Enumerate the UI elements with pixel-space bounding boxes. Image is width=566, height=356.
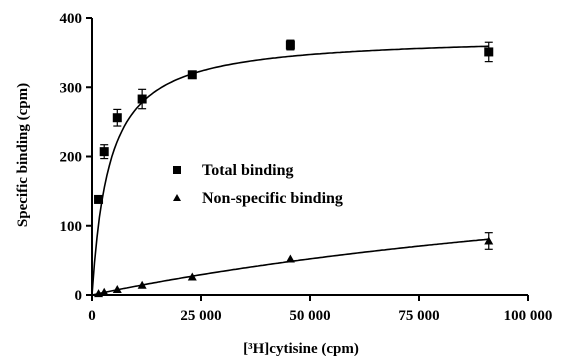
nonspecific-binding-point bbox=[187, 272, 197, 281]
nonspecific-binding-point bbox=[112, 284, 122, 293]
axes bbox=[91, 18, 528, 296]
legend: Total binding Non-specific binding bbox=[173, 162, 343, 207]
total-binding-point bbox=[99, 147, 109, 157]
legend-nonspecific-marker bbox=[173, 194, 181, 201]
legend-total-label: Total binding bbox=[202, 162, 293, 179]
x-tick-label: 25 000 bbox=[180, 308, 221, 324]
legend-total-marker bbox=[173, 166, 181, 174]
total-binding-point bbox=[137, 94, 147, 104]
y-tick-label: 0 bbox=[75, 288, 83, 304]
y-tick-label: 200 bbox=[60, 150, 83, 166]
x-axis-title: [³H]cytisine (cpm) bbox=[243, 341, 359, 356]
nonspecific-binding-point bbox=[99, 287, 109, 296]
total-binding-point bbox=[285, 40, 295, 50]
total-binding-point bbox=[484, 47, 494, 57]
x-tick-label: 0 bbox=[88, 308, 96, 324]
nonspecific-binding-point bbox=[484, 236, 494, 245]
total-binding-point bbox=[94, 194, 104, 204]
x-tick-label: 75 000 bbox=[398, 308, 439, 324]
y-axis-title: Specific binding (cpm) bbox=[15, 83, 31, 227]
x-tick-label: 100 000 bbox=[504, 308, 553, 324]
x-ticks: 0 25 000 50 000 75 000 100 000 bbox=[88, 295, 552, 324]
x-tick-label: 50 000 bbox=[289, 308, 330, 324]
data-marks bbox=[94, 39, 494, 298]
y-ticks: 0 100 200 300 400 bbox=[60, 11, 92, 304]
nonspecific-binding-point bbox=[285, 254, 295, 263]
y-tick-label: 300 bbox=[60, 80, 83, 96]
y-tick-label: 400 bbox=[60, 11, 83, 27]
total-binding-point bbox=[187, 70, 197, 80]
nonspecific-binding-fit-curve bbox=[91, 238, 489, 296]
total-binding-point bbox=[112, 113, 122, 123]
total-binding-fit-curve bbox=[91, 45, 489, 296]
y-tick-label: 100 bbox=[60, 219, 83, 235]
legend-nonspecific-label: Non-specific binding bbox=[202, 190, 343, 207]
nonspecific-binding-point bbox=[137, 280, 147, 289]
